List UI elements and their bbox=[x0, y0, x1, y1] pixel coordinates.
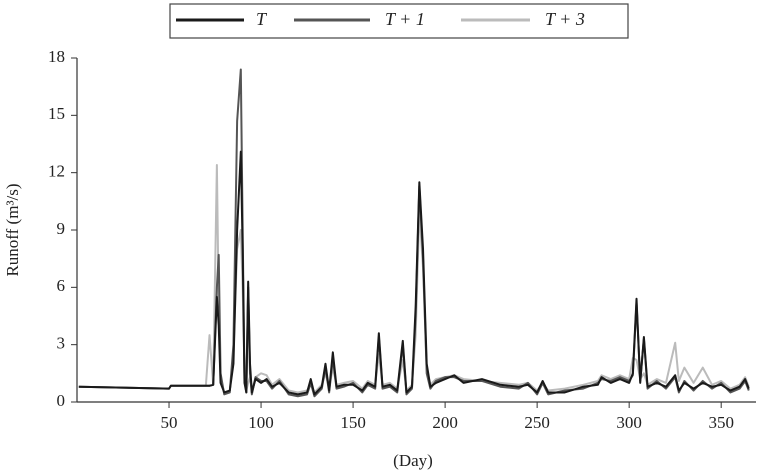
y-tick-label: 9 bbox=[57, 219, 66, 238]
x-tick-label: 250 bbox=[524, 413, 550, 432]
x-tick-label: 50 bbox=[161, 413, 178, 432]
x-tick-label: 300 bbox=[616, 413, 642, 432]
legend-box bbox=[169, 3, 629, 39]
y-axis-label: Runoff (m³/s) bbox=[3, 183, 22, 276]
x-tick-label: 100 bbox=[248, 413, 274, 432]
legend-label: T bbox=[256, 9, 268, 29]
y-tick-label: 18 bbox=[48, 47, 65, 66]
x-axis-label: (Day) bbox=[393, 451, 433, 470]
y-tick-label: 15 bbox=[48, 104, 65, 123]
y-tick-label: 0 bbox=[57, 391, 66, 410]
x-tick-label: 150 bbox=[340, 413, 366, 432]
legend-label: T + 3 bbox=[545, 9, 585, 29]
legend-label: T + 1 bbox=[385, 9, 425, 29]
y-tick-label: 12 bbox=[48, 162, 65, 181]
x-tick-label: 350 bbox=[708, 413, 734, 432]
y-tick-label: 3 bbox=[57, 334, 66, 353]
series-line bbox=[78, 150, 750, 396]
y-tick-label: 6 bbox=[57, 276, 66, 295]
x-tick-label: 200 bbox=[432, 413, 458, 432]
